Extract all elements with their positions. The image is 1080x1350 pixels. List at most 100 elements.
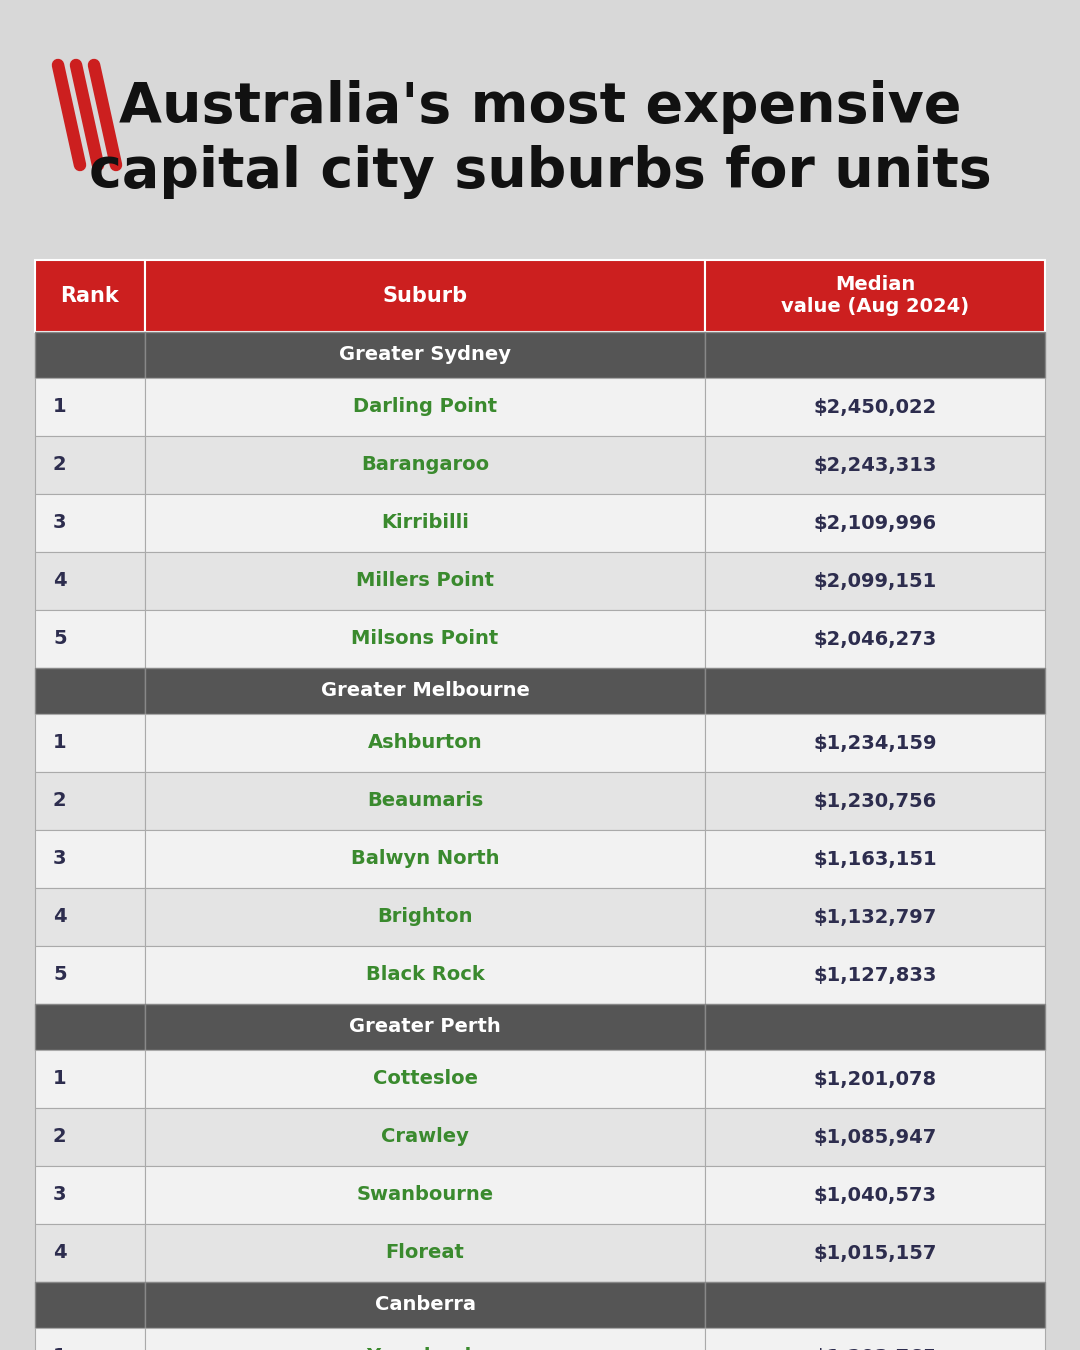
Text: Milsons Point: Milsons Point	[351, 629, 499, 648]
Bar	[35, 830, 145, 888]
Text: $1,040,573: $1,040,573	[813, 1185, 936, 1204]
Bar	[145, 772, 705, 830]
Text: Ashburton: Ashburton	[367, 733, 483, 752]
Bar	[35, 1328, 145, 1350]
Bar	[705, 946, 1045, 1004]
Text: Greater Melbourne: Greater Melbourne	[321, 682, 529, 701]
Bar	[145, 494, 705, 552]
Bar	[705, 610, 1045, 668]
Bar	[705, 714, 1045, 772]
Bar	[705, 668, 1045, 714]
Bar	[35, 714, 145, 772]
Text: Australia's most expensive: Australia's most expensive	[119, 80, 961, 134]
Text: 1: 1	[53, 1069, 67, 1088]
Text: Brighton: Brighton	[377, 907, 473, 926]
Bar	[145, 610, 705, 668]
Text: $1,127,833: $1,127,833	[813, 965, 936, 984]
Text: capital city suburbs for units: capital city suburbs for units	[89, 144, 991, 198]
Text: 1: 1	[53, 733, 67, 752]
Bar	[35, 552, 145, 610]
Bar	[705, 830, 1045, 888]
Bar	[705, 772, 1045, 830]
Text: $1,015,157: $1,015,157	[813, 1243, 936, 1262]
Bar	[145, 1050, 705, 1108]
Bar	[145, 1166, 705, 1224]
Text: 5: 5	[53, 629, 67, 648]
Text: 1: 1	[53, 1347, 67, 1350]
Bar	[35, 332, 145, 378]
Text: Darling Point: Darling Point	[353, 397, 497, 417]
Text: 5: 5	[53, 965, 67, 984]
Text: Median
value (Aug 2024): Median value (Aug 2024)	[781, 275, 969, 316]
Bar	[705, 1166, 1045, 1224]
Text: Cottesloe: Cottesloe	[373, 1069, 477, 1088]
Bar	[705, 552, 1045, 610]
Bar	[145, 261, 705, 332]
Text: $1,293,765: $1,293,765	[813, 1347, 936, 1350]
Text: 3: 3	[53, 849, 67, 868]
Bar	[705, 1050, 1045, 1108]
Bar	[35, 261, 145, 332]
Text: Balwyn North: Balwyn North	[351, 849, 499, 868]
Text: Greater Sydney: Greater Sydney	[339, 346, 511, 365]
Bar	[145, 714, 705, 772]
Text: $1,163,151: $1,163,151	[813, 849, 936, 868]
Bar	[35, 1166, 145, 1224]
Text: 1: 1	[53, 397, 67, 417]
Text: $1,230,756: $1,230,756	[813, 791, 936, 810]
Bar	[145, 1224, 705, 1282]
Text: $1,201,078: $1,201,078	[813, 1069, 936, 1088]
Text: 4: 4	[53, 571, 67, 590]
Text: $2,046,273: $2,046,273	[813, 629, 936, 648]
Bar	[35, 1050, 145, 1108]
Text: Beaumaris: Beaumaris	[367, 791, 483, 810]
Bar	[145, 1004, 705, 1050]
Text: Barangaroo: Barangaroo	[361, 455, 489, 474]
Bar	[35, 610, 145, 668]
Bar	[35, 668, 145, 714]
Text: Greater Perth: Greater Perth	[349, 1018, 501, 1037]
Text: Swanbourne: Swanbourne	[356, 1185, 494, 1204]
Bar	[35, 888, 145, 946]
Bar	[145, 946, 705, 1004]
Bar	[145, 332, 705, 378]
Text: 4: 4	[53, 1243, 67, 1262]
Bar	[705, 1224, 1045, 1282]
Text: 4: 4	[53, 907, 67, 926]
Text: Black Rock: Black Rock	[366, 965, 484, 984]
Text: 2: 2	[53, 455, 67, 474]
Text: $2,099,151: $2,099,151	[813, 571, 936, 590]
Bar	[35, 1282, 145, 1328]
Bar	[35, 946, 145, 1004]
Bar	[145, 436, 705, 494]
Bar	[35, 1108, 145, 1166]
Text: Suburb: Suburb	[382, 286, 468, 306]
Text: $2,450,022: $2,450,022	[813, 397, 936, 417]
Text: Floreat: Floreat	[386, 1243, 464, 1262]
Bar	[145, 1108, 705, 1166]
Bar	[35, 1224, 145, 1282]
Bar	[35, 772, 145, 830]
Bar	[35, 436, 145, 494]
Bar	[705, 1108, 1045, 1166]
Bar	[145, 888, 705, 946]
Text: $1,085,947: $1,085,947	[813, 1127, 936, 1146]
Bar	[145, 552, 705, 610]
Text: Rank: Rank	[60, 286, 120, 306]
Bar	[705, 436, 1045, 494]
Bar	[705, 378, 1045, 436]
Bar	[35, 1004, 145, 1050]
Bar	[35, 494, 145, 552]
Bar	[145, 378, 705, 436]
Bar	[705, 1004, 1045, 1050]
Text: Yarralumla: Yarralumla	[366, 1347, 484, 1350]
Text: Kirribilli: Kirribilli	[381, 513, 469, 532]
Text: Crawley: Crawley	[381, 1127, 469, 1146]
Text: $2,243,313: $2,243,313	[813, 455, 936, 474]
Bar	[705, 1282, 1045, 1328]
Text: $1,234,159: $1,234,159	[813, 733, 936, 752]
Text: $2,109,996: $2,109,996	[813, 513, 936, 532]
Bar	[705, 888, 1045, 946]
Bar	[145, 830, 705, 888]
Bar	[145, 668, 705, 714]
